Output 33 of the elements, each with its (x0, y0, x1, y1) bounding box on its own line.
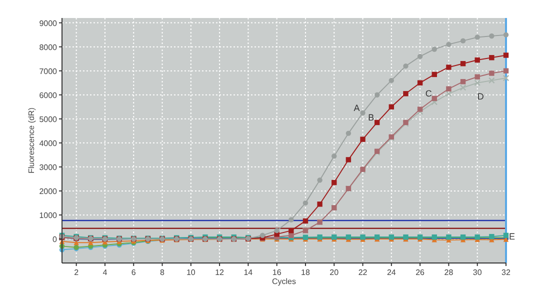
x-tick-label: 22 (358, 268, 368, 277)
y-tick-label: 4000 (39, 138, 58, 148)
y-tick-label: 5000 (39, 114, 58, 124)
x-tick-label: 28 (444, 268, 454, 277)
x-tick-label: 4 (102, 268, 108, 277)
y-tick-label: 2000 (39, 186, 58, 196)
x-tick-label: 18 (301, 268, 310, 277)
series-label: E (509, 231, 516, 242)
y-tick-label: 8000 (39, 42, 58, 52)
series-label: D (477, 92, 484, 102)
x-tick-label: 20 (330, 268, 340, 277)
y-tick-label: 9000 (39, 18, 58, 28)
series-label: C (425, 88, 432, 98)
y-tick-label: 6000 (39, 90, 58, 100)
x-tick-label: 16 (272, 268, 282, 277)
x-axis-title: Cycles (272, 277, 296, 286)
x-tick-label: 12 (215, 268, 225, 277)
x-tick-label: 8 (160, 268, 166, 277)
y-tick-label: 7000 (39, 66, 58, 76)
x-tick-label: 26 (416, 268, 426, 277)
x-tick-label: 10 (186, 268, 196, 277)
y-tick-label: 0 (52, 234, 58, 244)
x-tick-label: 24 (386, 268, 396, 277)
x-tick-label: 32 (502, 268, 511, 277)
series-label: B (368, 112, 374, 122)
y-tick-label: 3000 (39, 162, 58, 172)
x-tick-label: 6 (131, 268, 136, 277)
series-label: A (354, 102, 360, 113)
x-tick-label: 30 (472, 268, 482, 277)
y-tick-label: 1000 (39, 210, 58, 220)
x-tick-label: 14 (244, 268, 254, 277)
y-axis-title: Fluorescence (dR) (27, 107, 36, 174)
x-tick-label: 2 (74, 268, 80, 277)
